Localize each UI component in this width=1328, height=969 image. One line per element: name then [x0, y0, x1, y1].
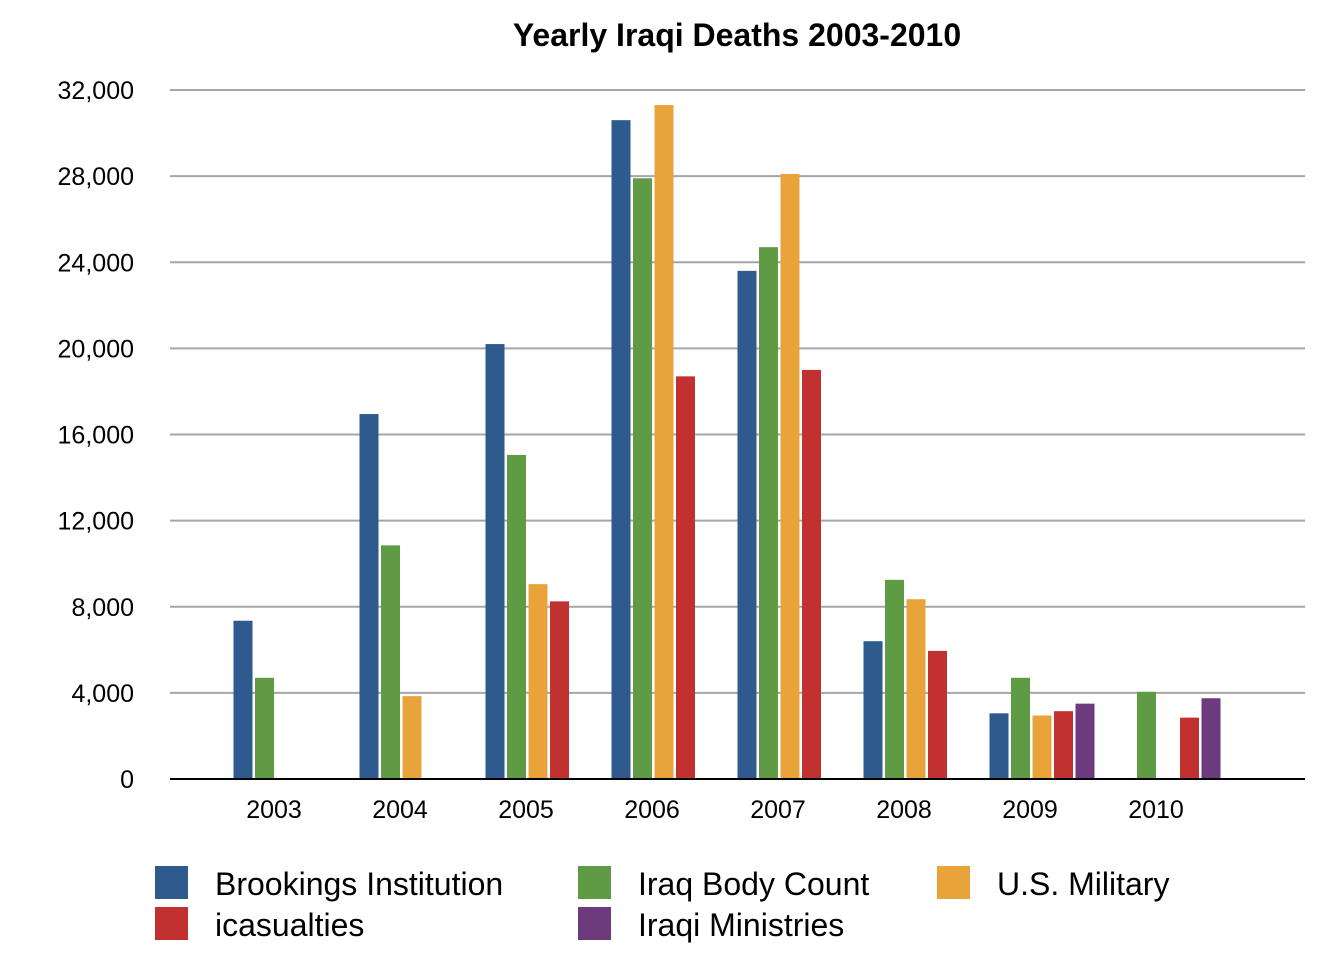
bar-iraq-body-count-2005 — [507, 454, 526, 779]
bar-brookings-institution-2008 — [863, 641, 883, 779]
legend-label-icasualties: icasualties — [215, 907, 364, 943]
legend-label-brookings-institution: Brookings Institution — [215, 866, 503, 902]
bar-u-s-military-2005 — [528, 584, 548, 779]
legend-swatch-icasualties — [155, 907, 188, 940]
x-tick-label: 2009 — [1002, 796, 1058, 824]
y-tick-label: 12,000 — [58, 508, 134, 536]
legend-swatch-brookings-institution — [155, 866, 188, 899]
bar-icasualties-2010 — [1180, 717, 1199, 779]
bar-iraq-body-count-2006 — [633, 178, 652, 779]
bar-u-s-military-2007 — [780, 173, 800, 780]
bar-brookings-institution-2006 — [611, 120, 631, 780]
bar-iraq-body-count-2007 — [759, 247, 778, 780]
x-tick-label: 2006 — [624, 796, 680, 824]
x-tick-label: 2008 — [876, 796, 932, 824]
bar-icasualties-2009 — [1054, 711, 1073, 779]
bar-brookings-institution-2003 — [233, 620, 253, 779]
y-tick-label: 8,000 — [71, 594, 134, 622]
x-tick-label: 2007 — [750, 796, 806, 824]
y-tick-label: 20,000 — [58, 335, 134, 363]
bar-brookings-institution-2007 — [737, 270, 757, 779]
bar-u-s-military-2009 — [1032, 715, 1052, 779]
chart-title: Yearly Iraqi Deaths 2003-2010 — [513, 17, 961, 53]
x-tick-label: 2003 — [246, 796, 302, 824]
bar-icasualties-2008 — [928, 650, 947, 779]
bar-iraq-body-count-2010 — [1137, 691, 1156, 779]
bar-brookings-institution-2005 — [485, 344, 505, 779]
x-tick-label: 2005 — [498, 796, 554, 824]
legend-swatch-u-s-military — [937, 866, 970, 899]
y-axis-tick-labels: 0 4,000 8,000 12,000 16,000 20,000 24,000 28,00… — [58, 77, 134, 794]
bar-iraq-body-count-2008 — [885, 579, 904, 779]
legend-swatch-iraqi-ministries — [578, 907, 611, 940]
bar-u-s-military-2006 — [654, 105, 674, 779]
y-tick-label: 16,000 — [58, 422, 134, 450]
legend-label-iraq-body-count: Iraq Body Count — [638, 866, 869, 902]
y-tick-label: 28,000 — [58, 163, 134, 191]
y-tick-label: 32,000 — [58, 77, 134, 105]
legend-label-u-s-military: U.S. Military — [997, 866, 1169, 902]
x-axis-tick-labels: 2003 2004 2005 2006 2007 2008 2009 2010 — [246, 796, 1184, 824]
bar-icasualties-2007 — [802, 369, 821, 779]
bars — [233, 105, 1221, 780]
bar-icasualties-2005 — [550, 601, 569, 779]
y-tick-label: 24,000 — [58, 249, 134, 277]
legend-swatch-iraq-body-count — [578, 866, 611, 899]
bar-iraq-body-count-2004 — [381, 545, 400, 779]
bar-iraq-body-count-2003 — [255, 677, 274, 779]
bar-icasualties-2006 — [676, 376, 695, 779]
x-tick-label: 2004 — [372, 796, 428, 824]
bar-brookings-institution-2004 — [359, 414, 379, 779]
legend: Brookings Institution Iraq Body Count U.S.… — [155, 866, 1169, 943]
x-tick-label: 2010 — [1128, 796, 1184, 824]
y-tick-label: 4,000 — [71, 680, 134, 708]
legend-label-iraqi-ministries: Iraqi Ministries — [638, 907, 844, 943]
bar-u-s-military-2004 — [402, 696, 422, 779]
y-tick-label: 0 — [120, 766, 134, 794]
bar-u-s-military-2008 — [906, 599, 926, 779]
bar-iraqi-ministries-2010 — [1201, 698, 1221, 779]
bar-iraqi-ministries-2009 — [1075, 703, 1095, 779]
bar-iraq-body-count-2009 — [1011, 677, 1030, 779]
bar-brookings-institution-2009 — [989, 713, 1009, 779]
